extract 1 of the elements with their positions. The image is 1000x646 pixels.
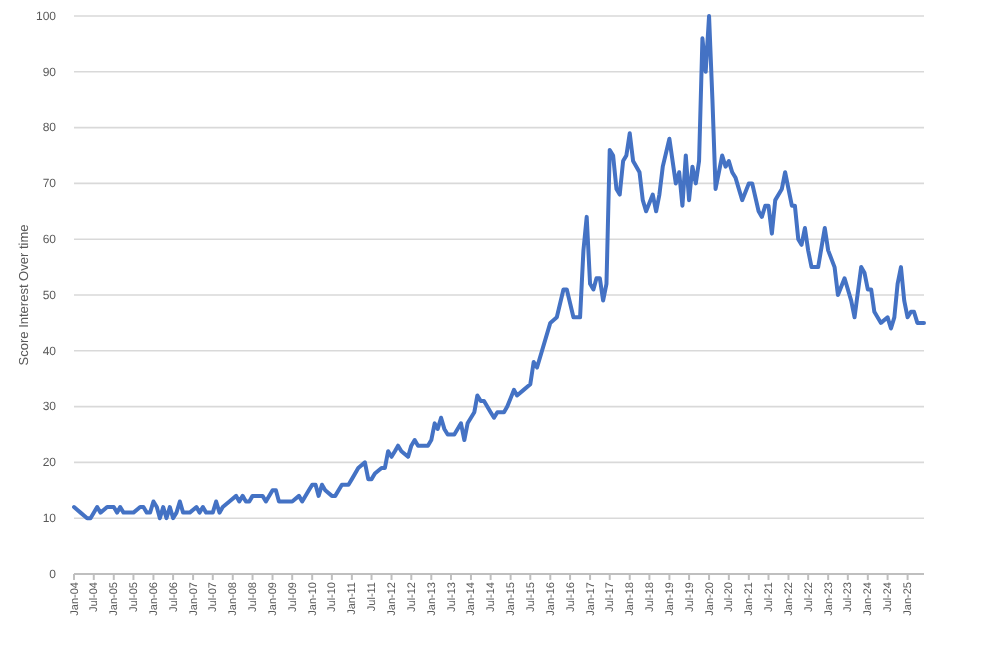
- line-series: [72, 14, 926, 521]
